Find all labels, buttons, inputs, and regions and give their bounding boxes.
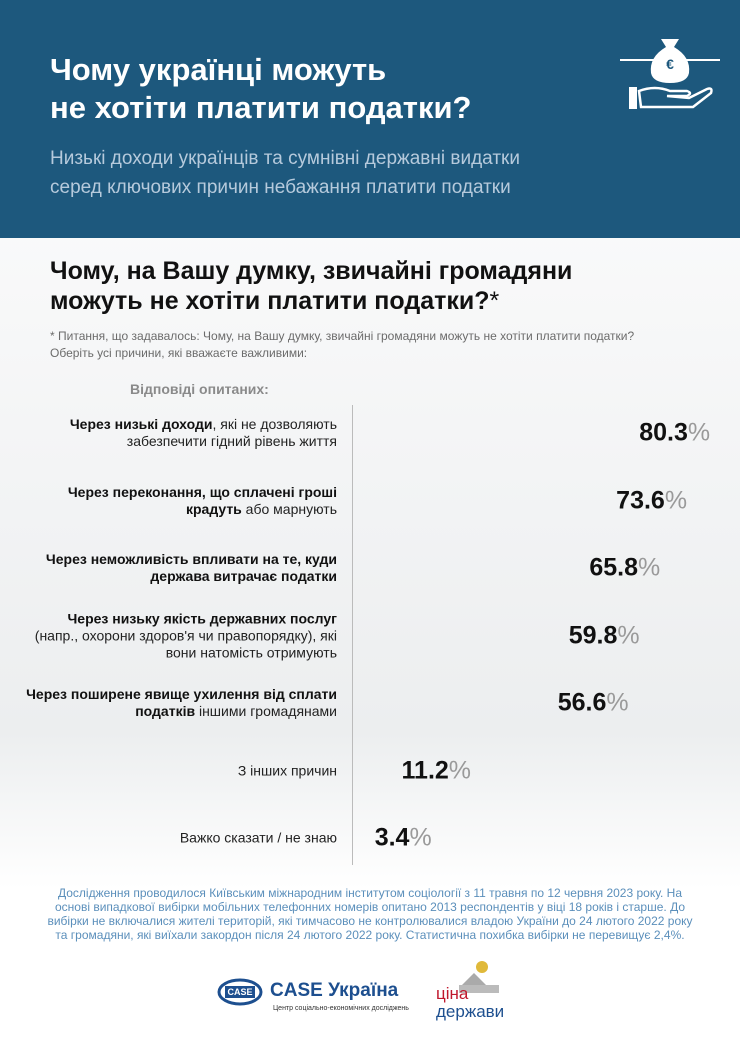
- value-unit: %: [606, 688, 629, 717]
- value-label: 3.4%: [375, 824, 432, 853]
- question-title: можуть не хотіти платити податки?: [50, 287, 490, 315]
- case-title: CASE Україна: [270, 980, 399, 1001]
- question-title: Чому, на Вашу думку, звичайні громадяни: [50, 257, 573, 285]
- case-badge: CASE: [227, 987, 252, 997]
- title: не хотіти платити податки?: [50, 90, 472, 125]
- value-label: 65.8%: [589, 554, 660, 583]
- case-logo: CASE CASE Україна Центр соціально-економ…: [217, 978, 409, 1012]
- value-number: 3.4: [374, 823, 410, 852]
- value-number: 56.6: [557, 688, 607, 717]
- value-number: 65.8: [589, 553, 639, 582]
- value-unit: %: [409, 823, 432, 852]
- value-label: 80.3%: [639, 419, 710, 448]
- title-mark: *: [489, 287, 500, 315]
- money-icon: €: [620, 39, 720, 109]
- value-label: 11.2%: [402, 756, 472, 785]
- category-label: Через низьку якість державних послуг (на…: [25, 610, 337, 661]
- value-unit: %: [638, 553, 661, 582]
- title: Чому українці можуть: [50, 52, 387, 87]
- note: * Питання, що задавалось: Чому, на Вашу …: [50, 329, 635, 360]
- category-label: Через низькі доходи, які не дозволяють з…: [25, 416, 337, 450]
- category-label: Важко сказати / не знаю: [25, 830, 337, 847]
- header: Чому українці можуть не хотіти платити п…: [0, 0, 740, 238]
- category-text: або марнують: [241, 500, 337, 517]
- value-label: 73.6%: [616, 486, 687, 515]
- category-label: Через поширене явище ухилення від сплати…: [25, 686, 337, 720]
- value-label: 59.8%: [569, 621, 640, 650]
- category-label: Через переконання, що сплачені гроші кра…: [25, 484, 337, 518]
- value-number: 11.2: [401, 756, 449, 784]
- category-label: З інших причин: [25, 762, 337, 779]
- svg-text:€: €: [666, 56, 674, 72]
- category-text: (напр., охорони здоров'я чи правопорядку…: [34, 627, 337, 660]
- category-text: Важко сказати / не знаю: [179, 829, 337, 846]
- subtitle: Низькі доходи українців та сумнівні держ…: [50, 148, 520, 169]
- label-heading: Відповіді опитаних:: [130, 381, 269, 397]
- category-text: Через низькі доходи: [69, 416, 213, 432]
- question-title: можуть не хотіти платити податки?*: [50, 287, 499, 316]
- value-unit: %: [617, 621, 640, 649]
- category-text: Через неможливість впливати на те, куди …: [45, 551, 337, 584]
- category-text: Через переконання, що сплачені гроші кра…: [67, 483, 337, 517]
- value-number: 59.8: [568, 621, 618, 649]
- category-text: З інших причин: [237, 762, 337, 778]
- cina-logo: ціна держави: [436, 961, 504, 1021]
- value-number: 73.6: [616, 486, 665, 514]
- value-unit: %: [687, 418, 711, 447]
- value-label: 56.6%: [558, 689, 629, 718]
- subtitle: серед ключових причин небажання платити …: [50, 177, 511, 198]
- cina-bottom: держави: [436, 1002, 504, 1021]
- footnote: Дослідження проводилося Київським міжнар…: [47, 886, 693, 942]
- category-text: Через поширене явище ухилення від сплати…: [26, 686, 337, 719]
- cina-top: ціна: [436, 984, 469, 1003]
- axis-line: [352, 405, 353, 865]
- value-unit: %: [448, 756, 472, 784]
- category-text: іншими громадянами: [195, 703, 337, 719]
- category-label: Через неможливість впливати на те, куди …: [25, 551, 337, 585]
- category-text: , які не дозволяють забезпечити гідний р…: [126, 416, 337, 449]
- value-unit: %: [664, 486, 688, 514]
- category-text: Через низьку якість державних послуг: [67, 610, 337, 626]
- case-subtitle: Центр соціально-економічних досліджень: [273, 1004, 409, 1012]
- value-number: 80.3: [639, 418, 688, 447]
